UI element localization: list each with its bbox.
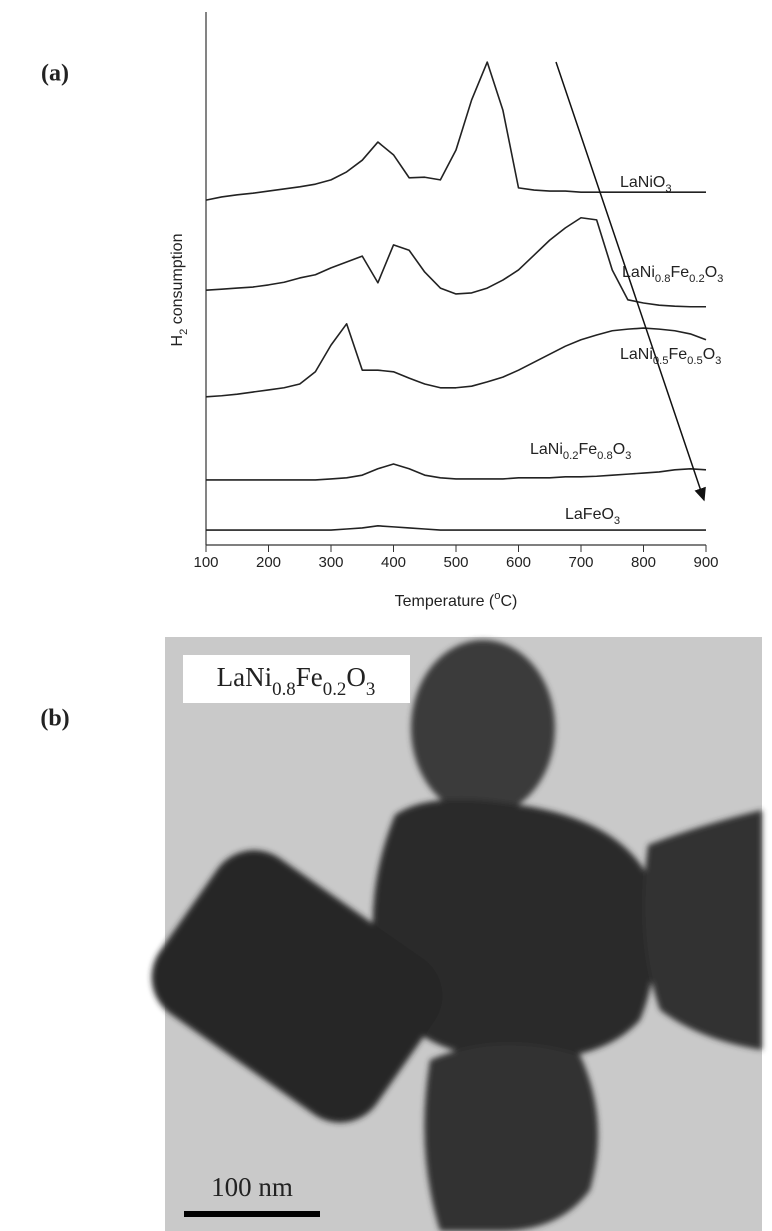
- series-line: [206, 463, 707, 481]
- scale-bar: [184, 1211, 320, 1217]
- series-label: LaNi0.8Fe0.2O3: [622, 264, 723, 285]
- x-tick-label: 100: [193, 554, 218, 571]
- x-tick-label: 200: [256, 554, 281, 571]
- panel-label: (a): [41, 61, 69, 87]
- particles: [151, 640, 762, 1231]
- x-axis-label: Temperature (oC): [395, 590, 518, 610]
- series-line: [206, 525, 706, 531]
- x-tick-label: 300: [318, 554, 343, 571]
- series-line: [205, 216, 706, 308]
- panel-label: (b): [40, 706, 69, 732]
- series-label: LaNi0.5Fe0.5O3: [620, 346, 721, 367]
- x-tick-label: 400: [381, 554, 406, 571]
- x-tick-label: 700: [568, 554, 593, 571]
- x-tick-label: 900: [693, 554, 718, 571]
- series-label: LaFeO3: [565, 506, 620, 527]
- y-axis-label: H2 consumption: [169, 234, 190, 347]
- trend-arrow: [555, 61, 706, 502]
- x-tick-label: 500: [443, 554, 468, 571]
- chart: 100 200 300 400 500 600 700 800 900 Temperature (…: [169, 12, 723, 610]
- label-box: [183, 655, 410, 703]
- series-label: LaNiO3: [620, 174, 672, 195]
- series-line: [205, 323, 707, 398]
- x-tick-label: 600: [506, 554, 531, 571]
- scale-bar-label: 100 nm: [211, 1172, 293, 1202]
- series-label: LaNi0.2Fe0.8O3: [530, 441, 631, 462]
- series-line: [205, 61, 706, 201]
- x-tick-label: 800: [631, 554, 656, 571]
- tem-image: LaNi0.8Fe0.2O3 100 nm: [151, 637, 762, 1231]
